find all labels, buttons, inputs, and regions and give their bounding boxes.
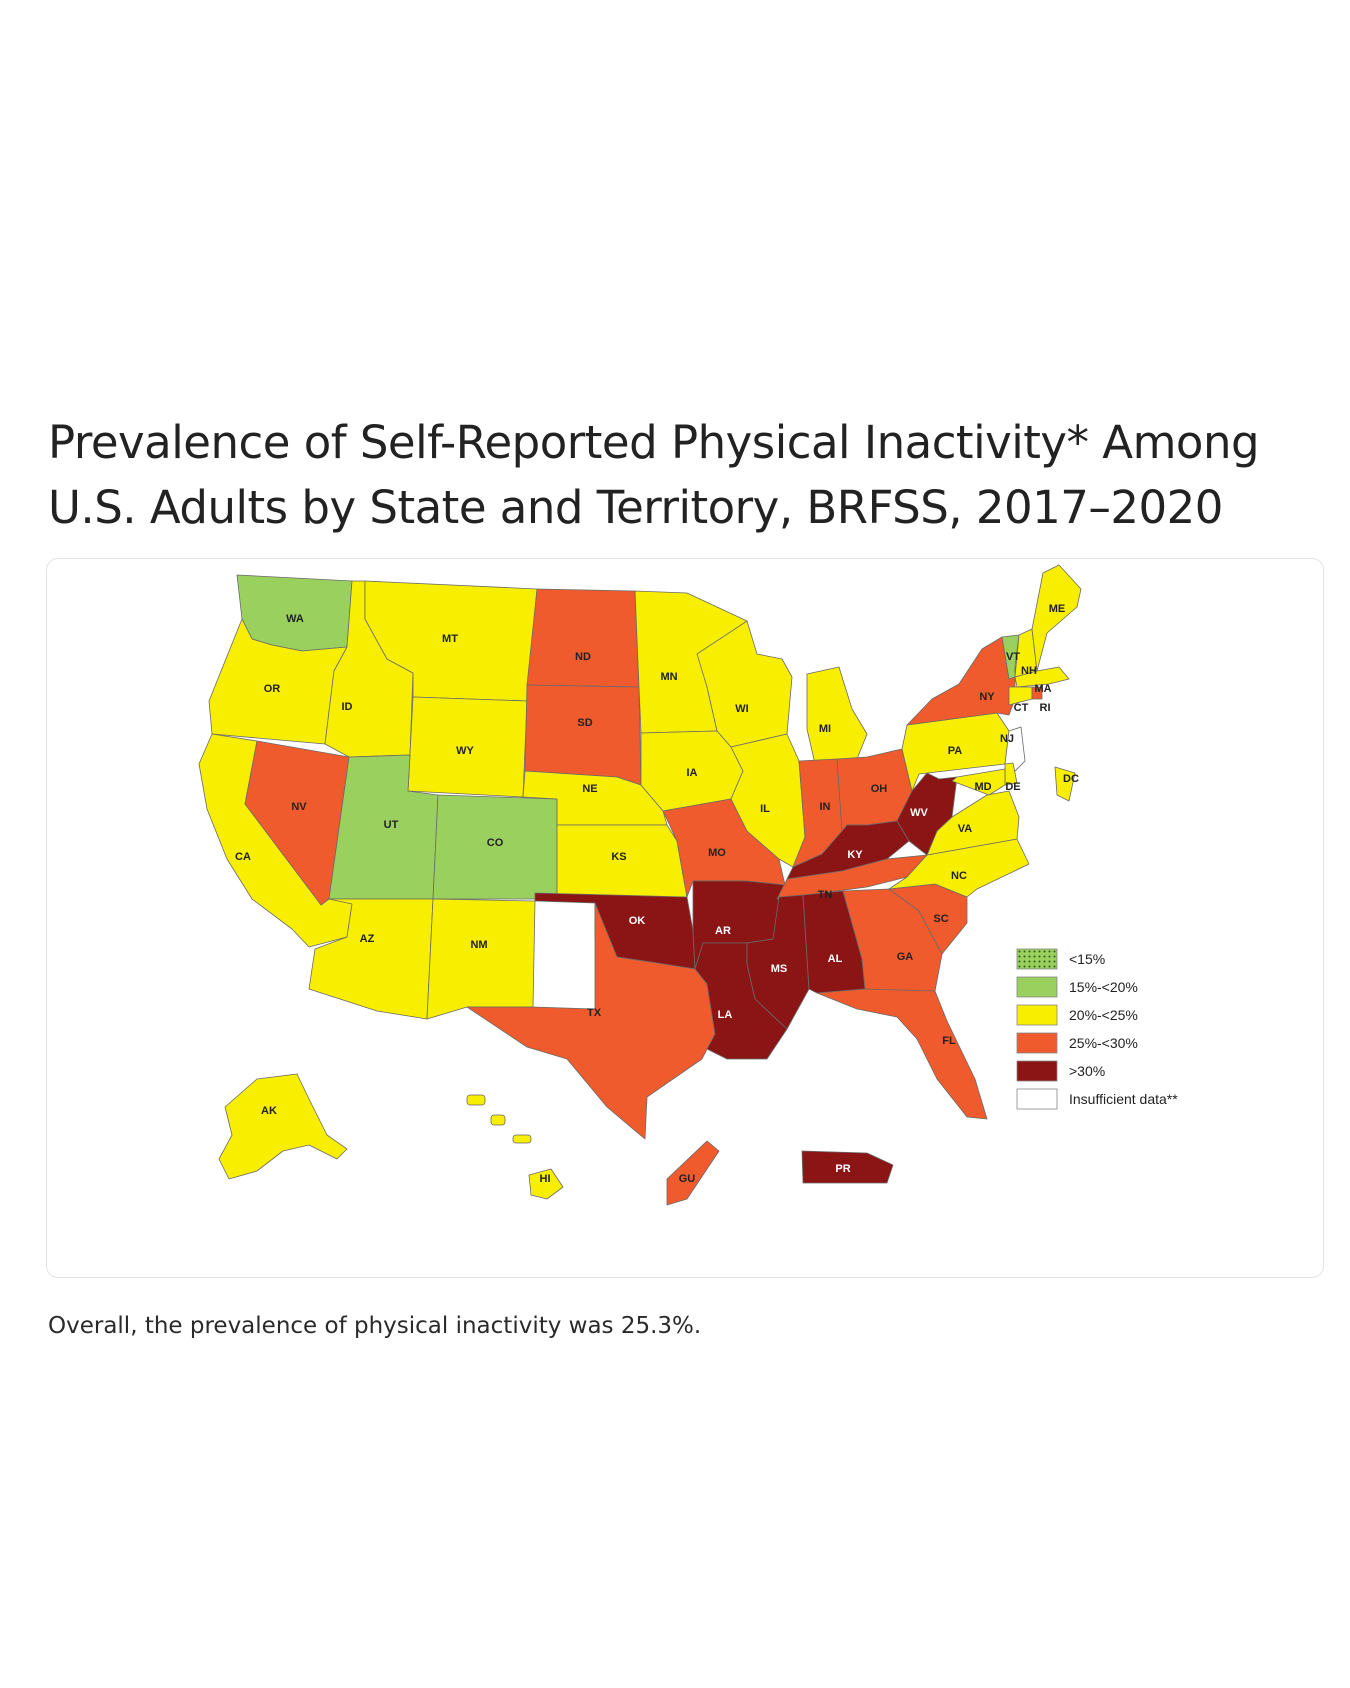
state-label-ga: GA bbox=[897, 951, 914, 963]
state-wv bbox=[896, 772, 958, 856]
hawaii-island-3 bbox=[512, 1134, 532, 1144]
states-layer bbox=[198, 564, 1082, 1206]
legend-label-2: 15%-<20% bbox=[1069, 979, 1138, 995]
state-label-co: CO bbox=[487, 837, 504, 849]
state-vt bbox=[1001, 634, 1020, 680]
state-label-ok: OK bbox=[629, 915, 646, 927]
state-label-in: IN bbox=[820, 801, 831, 813]
state-label-de: DE bbox=[1005, 781, 1020, 793]
state-label-ca: CA bbox=[235, 851, 251, 863]
legend: <15% 15%-<20% 20%-<25% 25%-<30% >30% Insuffic… bbox=[1016, 948, 1178, 1110]
state-label-ia: IA bbox=[687, 767, 698, 779]
state-label-tn: TN bbox=[818, 889, 833, 901]
state-label-wy: WY bbox=[456, 745, 474, 757]
page-title: Prevalence of Self-Reported Physical Ina… bbox=[48, 410, 1318, 540]
state-label-il: IL bbox=[760, 803, 770, 815]
state-label-mo: MO bbox=[708, 847, 726, 859]
state-label-mt: MT bbox=[442, 633, 458, 645]
legend-swatch-4 bbox=[1016, 1032, 1058, 1054]
legend-label-6: Insufficient data** bbox=[1069, 1091, 1178, 1107]
state-label-nh: NH bbox=[1021, 665, 1037, 677]
state-label-la: LA bbox=[718, 1009, 733, 1021]
state-label-wi: WI bbox=[735, 703, 748, 715]
state-la bbox=[694, 942, 788, 1060]
state-label-me: ME bbox=[1049, 603, 1066, 615]
state-label-hi: HI bbox=[540, 1173, 551, 1185]
state-label-ny: NY bbox=[979, 691, 995, 703]
state-ny bbox=[906, 636, 1016, 726]
state-nm bbox=[426, 898, 536, 1020]
legend-label-4: 25%-<30% bbox=[1069, 1035, 1138, 1051]
state-label-wv: WV bbox=[910, 807, 928, 819]
state-label-va: VA bbox=[958, 823, 973, 835]
state-pr bbox=[801, 1150, 894, 1184]
state-label-dc: DC bbox=[1063, 773, 1079, 785]
state-label-ms: MS bbox=[771, 963, 788, 975]
state-label-nv: NV bbox=[291, 801, 307, 813]
state-label-ut: UT bbox=[384, 819, 399, 831]
state-label-md: MD bbox=[974, 781, 991, 793]
state-label-mn: MN bbox=[660, 671, 677, 683]
state-label-ct: CT bbox=[1014, 702, 1029, 714]
state-hi bbox=[528, 1168, 564, 1200]
state-label-ar: AR bbox=[715, 925, 731, 937]
state-nd bbox=[526, 588, 640, 688]
legend-swatch-1 bbox=[1016, 948, 1058, 970]
state-il bbox=[730, 733, 806, 868]
state-label-pa: PA bbox=[948, 745, 963, 757]
hawaii-island-2 bbox=[490, 1114, 506, 1126]
state-label-ne: NE bbox=[582, 783, 597, 795]
state-label-al: AL bbox=[828, 953, 843, 965]
state-label-nj: NJ bbox=[1000, 733, 1014, 745]
state-label-ma: MA bbox=[1034, 683, 1051, 695]
state-label-az: AZ bbox=[360, 933, 375, 945]
footnote: Overall, the prevalence of physical inac… bbox=[48, 1313, 702, 1339]
state-label-ak: AK bbox=[261, 1105, 277, 1117]
state-label-gu: GU bbox=[679, 1173, 696, 1185]
state-mi bbox=[806, 666, 868, 765]
legend-label-3: 20%-<25% bbox=[1069, 1007, 1138, 1023]
legend-swatch-5 bbox=[1016, 1060, 1058, 1082]
state-label-pr: PR bbox=[835, 1163, 850, 1175]
state-md bbox=[951, 768, 1006, 796]
state-ak bbox=[218, 1073, 348, 1180]
state-label-vt: VT bbox=[1006, 651, 1020, 663]
legend-label-5: >30% bbox=[1069, 1063, 1105, 1079]
legend-label-1: <15% bbox=[1069, 951, 1105, 967]
state-or bbox=[208, 618, 348, 745]
state-nv bbox=[244, 740, 350, 906]
state-label-mi: MI bbox=[819, 723, 831, 735]
state-label-ks: KS bbox=[611, 851, 626, 863]
title-line-2: U.S. Adults by State and Territory, BRFS… bbox=[48, 481, 1223, 534]
state-label-sc: SC bbox=[933, 913, 948, 925]
state-label-nc: NC bbox=[951, 870, 967, 882]
legend-swatch-2 bbox=[1016, 976, 1058, 998]
state-label-or: OR bbox=[264, 683, 281, 695]
hawaii-island-1 bbox=[466, 1094, 486, 1106]
labels-layer: WA OR CA NV ID MT WY UT CO AZ NM ND SD NE KS OK TX MN IA MO… bbox=[235, 603, 1079, 1185]
state-ri bbox=[1031, 686, 1043, 700]
state-label-sd: SD bbox=[577, 717, 592, 729]
state-label-ri: RI bbox=[1040, 702, 1051, 714]
legend-swatch-3 bbox=[1016, 1004, 1058, 1026]
state-me bbox=[1031, 564, 1082, 672]
state-gu bbox=[666, 1140, 720, 1206]
state-label-wa: WA bbox=[286, 613, 304, 625]
legend-swatch-6 bbox=[1016, 1088, 1058, 1110]
state-wi bbox=[696, 620, 793, 748]
us-map: WA OR CA NV ID MT WY UT CO AZ NM ND SD NE KS OK TX MN IA MO… bbox=[198, 564, 1178, 1206]
state-fl bbox=[816, 988, 988, 1120]
map-card: WA OR CA NV ID MT WY UT CO AZ NM ND SD NE KS OK TX MN IA MO… bbox=[46, 558, 1324, 1278]
state-label-fl: FL bbox=[942, 1035, 956, 1047]
state-label-nd: ND bbox=[575, 651, 591, 663]
state-sd bbox=[524, 684, 642, 786]
state-label-ky: KY bbox=[847, 849, 863, 861]
state-label-id: ID bbox=[342, 701, 353, 713]
state-label-nm: NM bbox=[470, 939, 487, 951]
state-dc bbox=[1054, 766, 1076, 802]
title-line-1: Prevalence of Self-Reported Physical Ina… bbox=[48, 416, 1260, 469]
state-label-tx: TX bbox=[587, 1007, 602, 1019]
state-label-oh: OH bbox=[871, 783, 888, 795]
